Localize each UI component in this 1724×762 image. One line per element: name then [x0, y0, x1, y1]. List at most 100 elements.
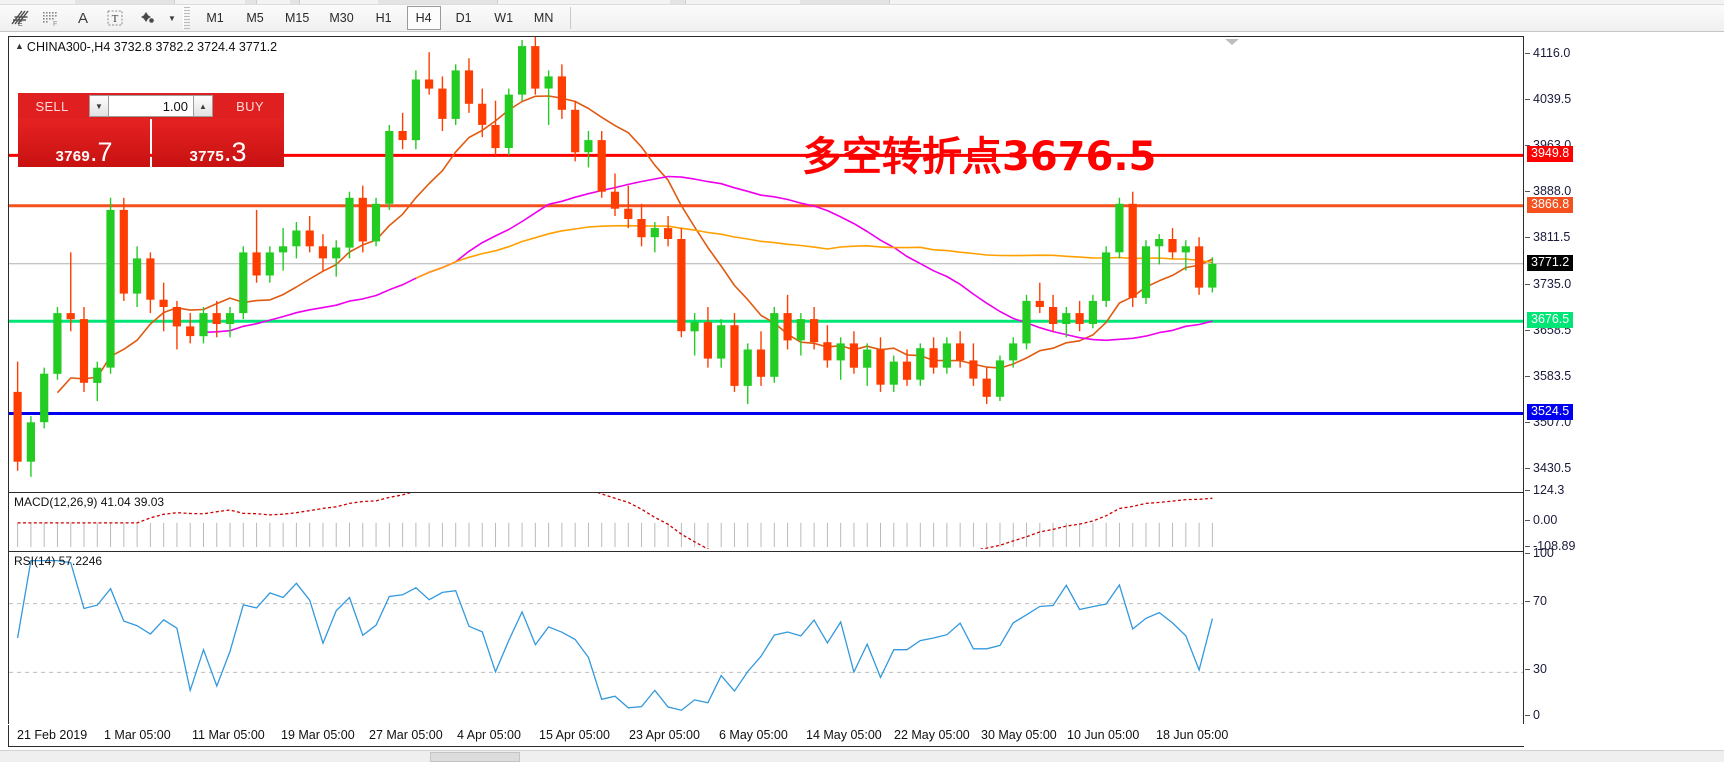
- rsi-tick: 100: [1525, 546, 1554, 560]
- timeframe-mn[interactable]: MN: [533, 11, 554, 25]
- candle-body: [677, 239, 686, 332]
- time-axis[interactable]: 21 Feb 2019 1 Mar 05:00 11 Mar 05:00 19 Mar…: [8, 725, 1524, 747]
- grid-icon[interactable]: F: [36, 5, 66, 31]
- candle-body: [119, 209, 128, 294]
- objects-icon[interactable]: [132, 5, 162, 31]
- text-label-icon[interactable]: A: [77, 9, 88, 27]
- timeframe-m30[interactable]: M30: [329, 11, 354, 25]
- volume-increment-icon[interactable]: ▲: [193, 95, 213, 117]
- candle-body: [133, 258, 142, 294]
- candle-body: [571, 109, 580, 153]
- candle-body: [1115, 203, 1124, 253]
- candle-body: [1022, 300, 1031, 344]
- time-axis-label: 15 Apr 05:00: [539, 728, 610, 742]
- price-tick: 3888.0: [1525, 184, 1571, 198]
- time-axis-label: 1 Mar 05:00: [104, 728, 171, 742]
- candle-body: [942, 343, 951, 368]
- svg-text:E: E: [18, 21, 23, 27]
- macd-plot: [17, 493, 1213, 549]
- volume-input[interactable]: 1.00: [109, 95, 193, 117]
- candle-body: [451, 70, 460, 119]
- one-click-trade-panel[interactable]: SELL ▼ 1.00 ▲ BUY 3769.7 3775.3: [18, 93, 284, 167]
- candle-body: [810, 319, 819, 343]
- buy-button[interactable]: BUY: [216, 93, 284, 119]
- pane-scroll-caret-icon[interactable]: [1225, 39, 1239, 45]
- price-tag-3771.2[interactable]: 3771.2: [1527, 254, 1574, 271]
- candle-body: [770, 313, 779, 377]
- time-axis-label: 6 May 05:00: [719, 728, 788, 742]
- sell-button[interactable]: SELL: [18, 93, 86, 119]
- price-tick: 4116.0: [1525, 46, 1570, 60]
- candle-body: [902, 361, 912, 380]
- timeframe-m15[interactable]: M15: [285, 11, 310, 25]
- timeframe-h4[interactable]: H4: [406, 6, 441, 30]
- candle-body: [385, 131, 394, 204]
- candle-body: [995, 360, 1005, 397]
- price-tag-3524.5[interactable]: 3524.5: [1527, 404, 1574, 421]
- candle-body: [863, 349, 872, 368]
- time-axis-label: 22 May 05:00: [894, 728, 970, 742]
- buy-price-decimal: .3: [224, 137, 247, 167]
- candle-body: [557, 76, 566, 110]
- time-axis-label: 23 Apr 05:00: [629, 728, 700, 742]
- timeframe-w1[interactable]: W1: [494, 11, 514, 25]
- candle-body: [823, 342, 832, 361]
- candle-body: [1088, 300, 1097, 324]
- candle-body: [212, 313, 221, 324]
- timeframe-m5[interactable]: M5: [246, 11, 264, 25]
- candle-body: [889, 361, 898, 385]
- candle-body: [1075, 313, 1084, 324]
- chart-canvas[interactable]: MACD(12,26,9) 41.04 39.03 RSI(14) 57.224…: [8, 36, 1524, 724]
- time-axis-label: 30 May 05:00: [981, 728, 1057, 742]
- toolbar-upper-strip: [0, 0, 1724, 5]
- candle-body: [531, 46, 540, 89]
- sell-price-decimal: .7: [90, 137, 113, 167]
- candle-body: [106, 209, 115, 368]
- rsi-plot: [9, 559, 1523, 711]
- timeframe-m1[interactable]: M1: [206, 11, 224, 25]
- objects-dropdown-arrow-icon[interactable]: ▼: [168, 13, 176, 23]
- price-tag-3676.5[interactable]: 3676.5: [1527, 312, 1574, 329]
- text-box-icon[interactable]: T: [100, 5, 130, 31]
- candle-body: [26, 422, 35, 462]
- buy-price-box[interactable]: 3775.3: [152, 119, 284, 167]
- main-toolbar: E F A: [0, 5, 1724, 32]
- time-axis-label: 19 Mar 05:00: [281, 728, 355, 742]
- candle-body: [730, 325, 739, 386]
- timeframe-h1[interactable]: H1: [375, 11, 392, 25]
- candle-body: [371, 203, 381, 242]
- candle-body: [544, 76, 553, 89]
- volume-stepper[interactable]: ▼ 1.00 ▲: [86, 93, 216, 119]
- rsi-pane[interactable]: RSI(14) 57.2246: [9, 551, 1523, 724]
- candle-body: [1181, 246, 1190, 253]
- candle-body: [1168, 239, 1177, 253]
- price-tag-3866.8[interactable]: 3866.8: [1527, 196, 1574, 213]
- candle-body: [664, 228, 673, 239]
- candle-body: [929, 348, 938, 368]
- candle-body: [199, 313, 208, 337]
- candle-body: [1155, 239, 1164, 247]
- volume-decrement-icon[interactable]: ▼: [89, 95, 109, 117]
- price-tag-3949.8[interactable]: 3949.8: [1527, 146, 1574, 163]
- candle-body: [279, 246, 288, 253]
- candle-body: [66, 313, 75, 320]
- candle-body: [345, 197, 354, 248]
- candle-body: [225, 313, 235, 324]
- value-axis[interactable]: 4116.0 4039.5 3963.0 3888.0 3811.5 3735.0 3658…: [1525, 36, 1724, 724]
- sell-price-box[interactable]: 3769.7: [18, 119, 150, 167]
- price-tick: 3430.5: [1525, 461, 1571, 475]
- indicators-icon[interactable]: E: [4, 5, 34, 31]
- candle-body: [916, 348, 925, 380]
- candle-body: [796, 319, 805, 341]
- price-tick: 3735.0: [1525, 277, 1571, 291]
- time-axis-label: 14 May 05:00: [806, 728, 882, 742]
- macd-pane[interactable]: MACD(12,26,9) 41.04 39.03: [9, 492, 1523, 549]
- candle-body: [783, 313, 792, 341]
- collapse-triangle-icon[interactable]: ▲: [15, 41, 24, 51]
- symbol-ohlc-header: ▲ CHINA300-,H4 3732.8 3782.2 3724.4 3771.…: [15, 40, 277, 54]
- candle-body: [265, 252, 274, 276]
- buy-price-integer: 3775: [189, 148, 225, 165]
- timeframe-d1[interactable]: D1: [455, 11, 472, 25]
- toolbar-grip[interactable]: [183, 7, 190, 29]
- candle-body: [584, 140, 593, 153]
